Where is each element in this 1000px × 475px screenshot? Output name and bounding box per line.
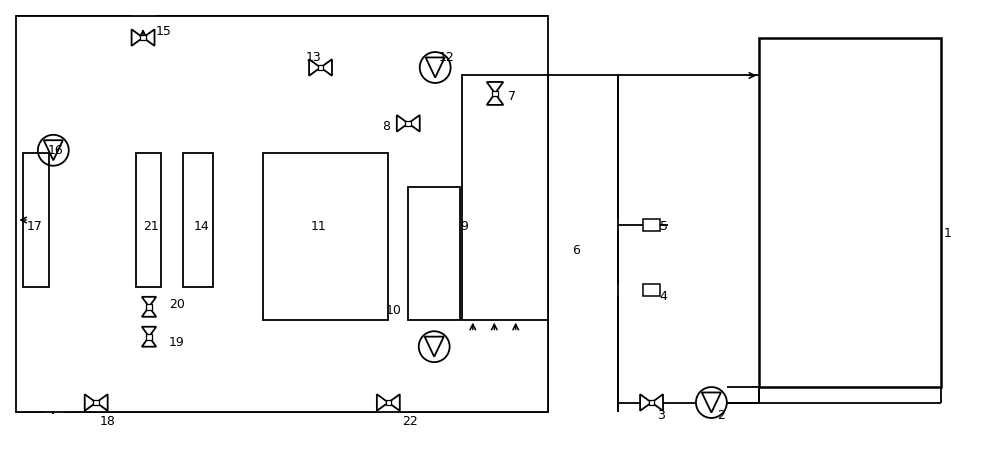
Text: 15: 15: [156, 25, 172, 38]
Text: 21: 21: [143, 220, 159, 233]
Text: 12: 12: [438, 50, 454, 64]
Text: 3: 3: [658, 409, 665, 422]
Bar: [23, 153, 49, 287]
Bar: [140, 35, 146, 40]
Bar: [386, 400, 391, 405]
Text: 10: 10: [385, 304, 401, 317]
Text: 11: 11: [311, 220, 326, 233]
Bar: [136, 153, 161, 287]
Text: 8: 8: [382, 120, 390, 133]
Bar: [146, 304, 152, 310]
Bar: [146, 334, 152, 340]
Bar: [183, 153, 213, 287]
Bar: [405, 121, 411, 126]
Text: 13: 13: [306, 50, 321, 64]
Text: 5: 5: [660, 220, 668, 233]
Bar: [408, 187, 460, 320]
Text: 17: 17: [26, 220, 42, 233]
Text: 20: 20: [169, 298, 185, 311]
Bar: [759, 38, 941, 387]
Text: 7: 7: [508, 90, 516, 104]
Text: 18: 18: [99, 416, 115, 428]
Bar: [643, 284, 660, 296]
Text: 1: 1: [944, 227, 952, 240]
Text: 4: 4: [660, 290, 667, 303]
Bar: [318, 65, 323, 70]
Bar: [649, 400, 654, 405]
Text: 2: 2: [717, 409, 725, 422]
Text: 16: 16: [47, 144, 63, 157]
Bar: [16, 16, 548, 412]
Text: 19: 19: [169, 336, 185, 349]
Text: 14: 14: [194, 220, 210, 233]
Bar: [492, 91, 498, 96]
Bar: [93, 400, 99, 405]
Bar: [643, 219, 660, 231]
Text: 9: 9: [460, 220, 468, 233]
Bar: [263, 153, 388, 320]
Bar: [462, 76, 548, 320]
Text: 22: 22: [402, 416, 418, 428]
Text: 6: 6: [572, 244, 580, 257]
